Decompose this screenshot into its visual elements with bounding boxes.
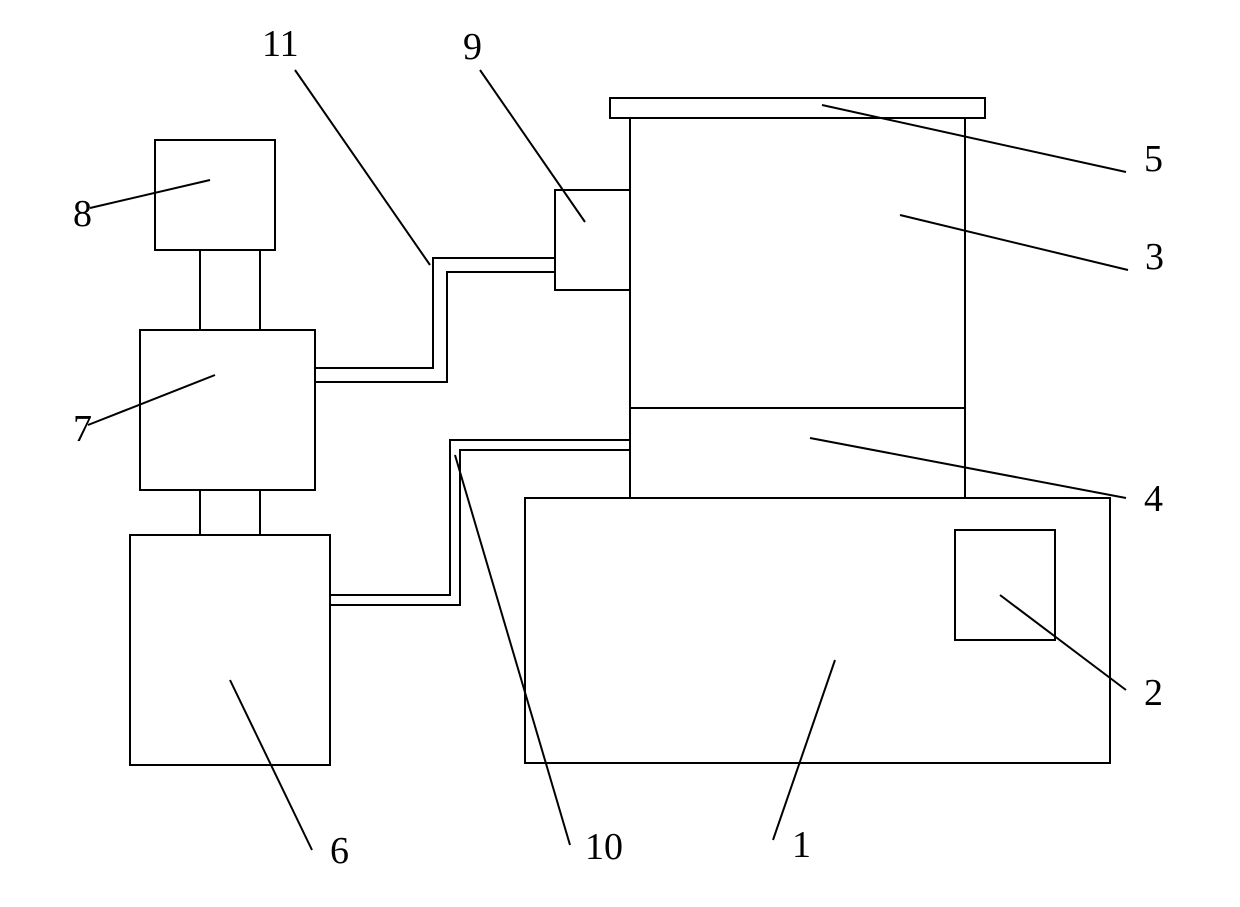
label-6: 6 <box>330 829 349 873</box>
label-7: 7 <box>73 407 92 451</box>
label-8: 8 <box>73 192 92 236</box>
label-10: 10 <box>585 825 623 869</box>
label-9: 9 <box>463 25 482 69</box>
label-11: 11 <box>262 22 299 66</box>
label-1: 1 <box>792 823 811 867</box>
label-2: 2 <box>1144 671 1163 715</box>
schematic-diagram <box>0 0 1240 907</box>
label-3: 3 <box>1145 235 1164 279</box>
label-4: 4 <box>1144 477 1163 521</box>
label-5: 5 <box>1144 137 1163 181</box>
